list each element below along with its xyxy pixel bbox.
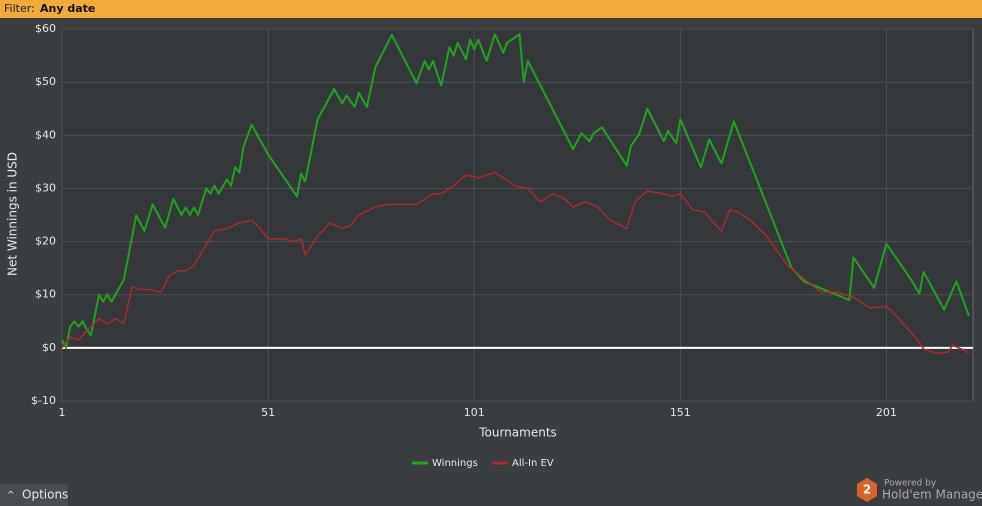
y-axis-label: Net Winnings in USD xyxy=(6,152,20,276)
x-tick-label: 101 xyxy=(464,406,485,419)
filter-label: Filter: xyxy=(4,2,35,15)
x-tick-label: 51 xyxy=(261,406,275,419)
plot-area xyxy=(61,28,974,402)
powered-by: Powered by xyxy=(884,479,937,489)
series-line xyxy=(61,33,970,349)
series-line xyxy=(61,171,970,354)
brand-name: Hold'em Manager xyxy=(882,488,982,502)
y-tick-label: $40 xyxy=(35,128,56,141)
options-button[interactable] xyxy=(0,484,68,506)
y-tick-label: $-10 xyxy=(31,394,56,407)
y-tick-label: $50 xyxy=(35,75,56,88)
legend-label: All-In EV xyxy=(512,458,554,469)
legend-label: Winnings xyxy=(432,458,478,469)
y-tick-label: $60 xyxy=(35,22,56,35)
y-tick-label: $20 xyxy=(35,235,56,248)
x-axis-label: Tournaments xyxy=(478,426,557,440)
filter-bar xyxy=(0,0,982,18)
x-tick-label: 201 xyxy=(876,406,897,419)
options-label[interactable]: Options xyxy=(22,488,68,502)
y-tick-label: $10 xyxy=(35,288,56,301)
options-caret: ^ xyxy=(7,491,15,501)
y-tick-label: $0 xyxy=(42,341,56,354)
x-tick-label: 1 xyxy=(59,406,66,419)
x-tick-label: 151 xyxy=(670,406,691,419)
logo-text: 2 xyxy=(863,483,871,497)
y-tick-label: $30 xyxy=(35,181,56,194)
filter-value: Any date xyxy=(40,2,95,15)
logo xyxy=(857,478,877,502)
